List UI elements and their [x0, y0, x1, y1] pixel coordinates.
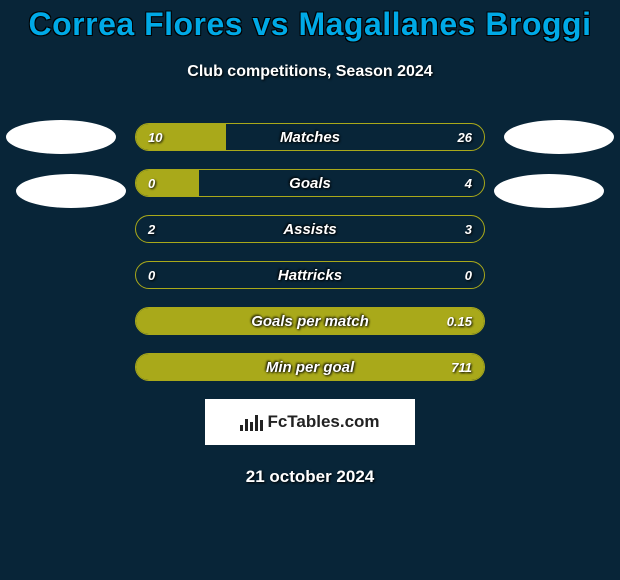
stat-label: Assists: [136, 216, 484, 242]
stat-value-right: 0: [465, 262, 472, 288]
stat-row: Min per goal711: [135, 353, 485, 381]
stats-bars: 10Matches260Goals42Assists30Hattricks0Go…: [135, 123, 485, 381]
logo-text: FcTables.com: [267, 412, 379, 432]
stat-label: Goals: [136, 170, 484, 196]
stat-row: 10Matches26: [135, 123, 485, 151]
stat-row: 0Goals4: [135, 169, 485, 197]
stat-value-right: 26: [458, 124, 472, 150]
date-text: 21 october 2024: [0, 467, 620, 487]
logo: FcTables.com: [240, 412, 379, 432]
player-left-avatar-2: [16, 174, 126, 208]
player-right-avatar-1: [504, 120, 614, 154]
stat-row: 2Assists3: [135, 215, 485, 243]
stat-value-right: 0.15: [447, 308, 472, 334]
page-subtitle: Club competitions, Season 2024: [0, 63, 620, 81]
page-title: Correa Flores vs Magallanes Broggi: [0, 0, 620, 43]
player-left-avatar-1: [6, 120, 116, 154]
stat-value-right: 4: [465, 170, 472, 196]
stat-label: Min per goal: [136, 354, 484, 380]
stat-row: Goals per match0.15: [135, 307, 485, 335]
stat-label: Hattricks: [136, 262, 484, 288]
logo-bars-icon: [240, 413, 263, 431]
stat-label: Goals per match: [136, 308, 484, 334]
stat-value-right: 711: [451, 354, 472, 380]
player-right-avatar-2: [494, 174, 604, 208]
stat-label: Matches: [136, 124, 484, 150]
stat-row: 0Hattricks0: [135, 261, 485, 289]
logo-box: FcTables.com: [205, 399, 415, 445]
stat-value-right: 3: [465, 216, 472, 242]
